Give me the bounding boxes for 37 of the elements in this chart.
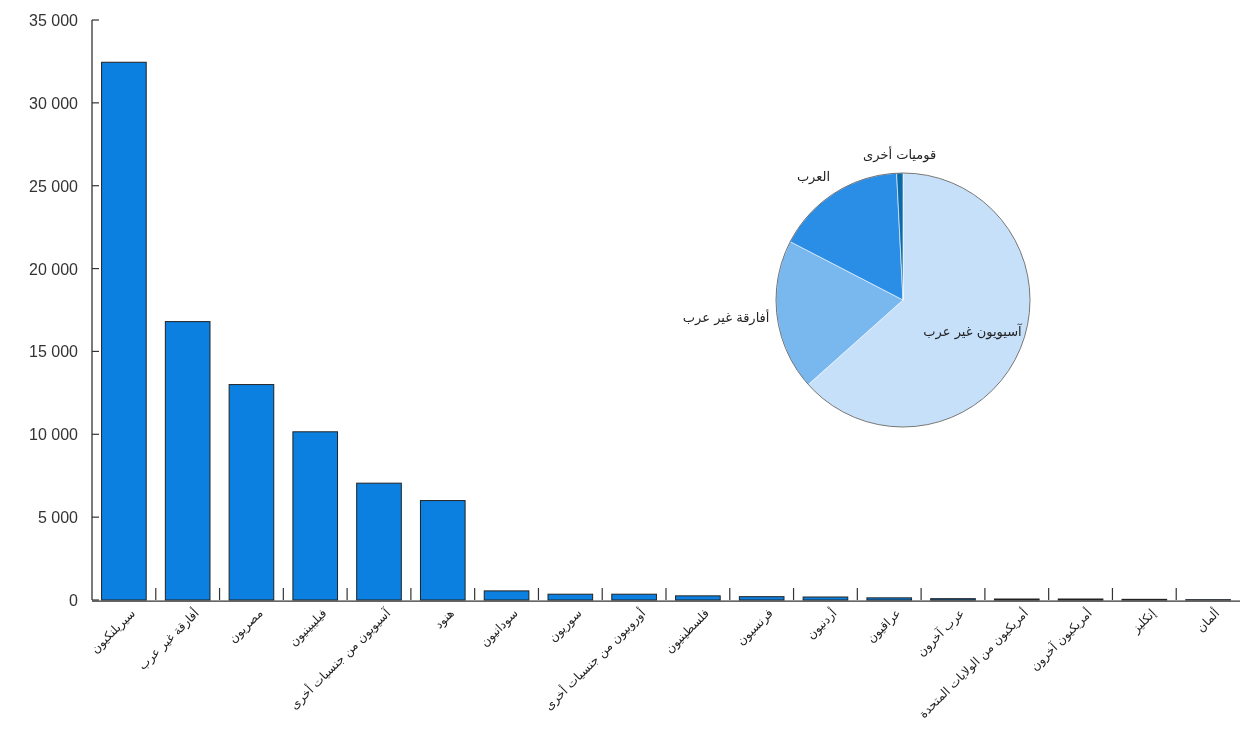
y-tick-label: 10 000 <box>29 426 79 444</box>
bar <box>738 596 785 601</box>
bar <box>547 593 594 601</box>
bar <box>101 61 147 601</box>
x-tick-label: سوريون <box>545 606 586 646</box>
y-tick-label: 5 000 <box>37 509 79 527</box>
x-tick-label: إنكليز <box>1128 606 1160 637</box>
bar <box>419 500 466 601</box>
x-tick-label: عرب آخرون <box>913 605 968 660</box>
bar <box>292 431 339 601</box>
x-tick-label: فيليبينيون <box>286 606 331 650</box>
bar <box>675 595 721 601</box>
x-tick-label: هنود <box>431 606 458 633</box>
bar <box>866 597 913 601</box>
y-tick-label: 25 000 <box>29 177 79 195</box>
x-tick-label: فلسطينيون <box>662 606 713 657</box>
slice-label: أفارقة غير عرب <box>682 308 770 326</box>
bar <box>228 384 275 601</box>
x-tick-label: أردنيون <box>803 605 841 643</box>
x-tick-label: فرنسيون <box>734 606 777 649</box>
x-tick-label: مصريون <box>226 606 267 647</box>
bar <box>802 596 849 601</box>
bar <box>356 482 402 601</box>
y-tick-label: 35 000 <box>29 12 79 29</box>
y-tick-label: 0 <box>69 592 79 609</box>
y-tick-label: 20 000 <box>29 260 79 278</box>
x-tick-label: ألمان <box>1192 605 1223 635</box>
slice-label: العرب <box>796 168 831 185</box>
bar <box>483 590 530 601</box>
y-tick-label: 15 000 <box>29 343 79 361</box>
slice-label: قوميات أخرى <box>863 146 937 164</box>
bar <box>164 321 211 601</box>
y-tick-label: 30 000 <box>29 94 79 112</box>
slice-label: آسيويون غير عرب <box>923 323 1024 341</box>
x-tick-label: عراقيون <box>864 606 905 647</box>
x-tick-label: سودانيون <box>477 606 522 650</box>
bar <box>611 593 657 601</box>
